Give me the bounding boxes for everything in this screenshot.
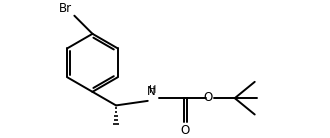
- Text: N: N: [147, 85, 156, 98]
- Text: Br: Br: [58, 2, 72, 15]
- Text: H: H: [149, 85, 156, 95]
- Text: O: O: [204, 91, 213, 104]
- Text: O: O: [181, 124, 190, 137]
